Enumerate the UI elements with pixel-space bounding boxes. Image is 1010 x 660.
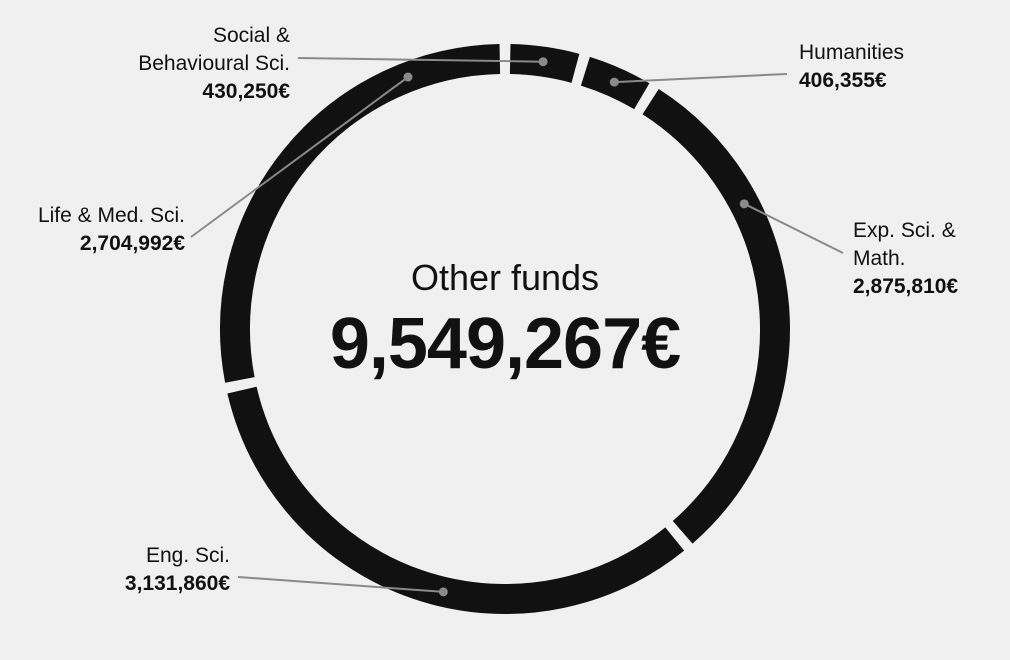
slice-name-line: Behavioural Sci. [138,52,290,75]
slice-value: 3,131,860€ [124,572,230,595]
leader-line [614,73,788,84]
leader-line [190,76,409,238]
leader-dot [438,587,448,597]
slice-name-line: Humanities [799,41,905,64]
leader-lines [190,57,844,597]
slice-value: 2,704,992€ [79,232,185,255]
slice-value: 2,875,810€ [853,275,959,298]
leader-line [237,576,444,593]
slice-value: 430,250€ [202,80,290,103]
slice-label-humanities: Humanities 406,355€ [799,39,1010,95]
slice-label-exp-sci-math: Exp. Sci. & Math. 2,875,810€ [853,217,1003,301]
leader-dot [403,72,413,82]
slice-label-eng-sci: Eng. Sci. 3,131,860€ [0,542,230,598]
slice-name-line: Math. [853,247,906,270]
chart-total: 9,549,267€ [329,304,681,384]
slice-label-social-behavioural: Social & Behavioural Sci. 430,250€ [30,22,290,106]
slice-label-life-med-sci: Life & Med. Sci. 2,704,992€ [0,202,185,258]
leader-line [297,57,544,63]
slice-name-line: Life & Med. Sci. [37,204,185,227]
slice-value: 406,355€ [799,69,887,92]
chart-title: Other funds [410,257,600,298]
leader-dot [609,77,619,87]
slice-name-line: Eng. Sci. [145,544,230,567]
leader-dot [538,57,548,67]
donut-slice [642,89,790,544]
leader-dot [739,199,749,209]
slice-name-line: Social & [212,24,290,47]
leader-line [743,202,844,254]
donut-slice [227,386,685,614]
slice-name-line: Exp. Sci. & [853,219,956,242]
